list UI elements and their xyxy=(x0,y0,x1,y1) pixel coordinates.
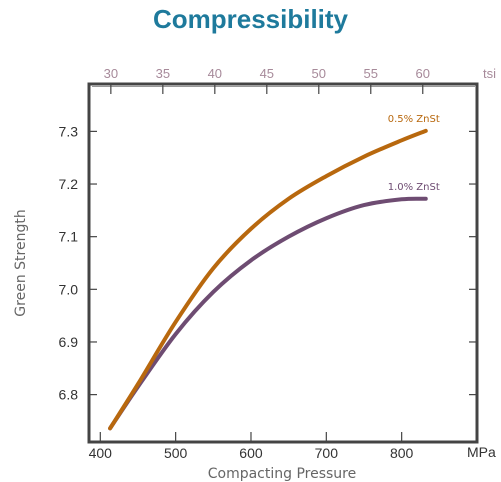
series-line-0-5-znst xyxy=(108,128,428,431)
series-curves xyxy=(108,128,428,431)
x-tick-label: 400 xyxy=(89,445,113,461)
x-tick-label: 500 xyxy=(164,445,188,461)
y-tick-label: 7.0 xyxy=(59,281,79,297)
y-tick-label: 6.9 xyxy=(59,334,79,350)
top-tick-label: 45 xyxy=(260,66,274,81)
x-axis-unit: MPa xyxy=(467,444,496,460)
y-tick-label: 7.2 xyxy=(59,176,79,192)
tick-labels: 400 500 600 700 800 30 35 40 45 50 55 60 6.8 6.9 7.0 7.… xyxy=(59,66,430,461)
y-tick-label: 7.1 xyxy=(59,229,79,245)
x-tick-label: 700 xyxy=(315,445,339,461)
y-tick-label: 6.8 xyxy=(59,387,79,403)
series-label-1-0-znst: 1.0% ZnSt xyxy=(388,182,440,193)
top-axis-unit: tsi xyxy=(483,66,496,81)
series-label-0-5-znst: 0.5% ZnSt xyxy=(388,114,440,125)
x-tick-label: 800 xyxy=(390,445,414,461)
series-line-1-0-znst xyxy=(108,196,428,431)
chart-title: Compressibility xyxy=(152,4,349,34)
y-axis-label: Green Strength xyxy=(13,209,29,316)
top-tick-label: 30 xyxy=(104,66,118,81)
x-tick-label: 600 xyxy=(239,445,263,461)
top-tick-label: 55 xyxy=(364,66,378,81)
y-tick-label: 7.3 xyxy=(59,123,79,139)
top-tick-label: 40 xyxy=(208,66,222,81)
x-axis-label: Compacting Pressure xyxy=(208,466,357,482)
series-labels: 0.5% ZnSt 1.0% ZnSt xyxy=(388,114,440,193)
top-tick-label: 50 xyxy=(312,66,326,81)
top-tick-label: 35 xyxy=(156,66,170,81)
plot-frame xyxy=(87,82,479,444)
top-tick-label: 60 xyxy=(416,66,430,81)
axis-ticks xyxy=(89,84,477,442)
